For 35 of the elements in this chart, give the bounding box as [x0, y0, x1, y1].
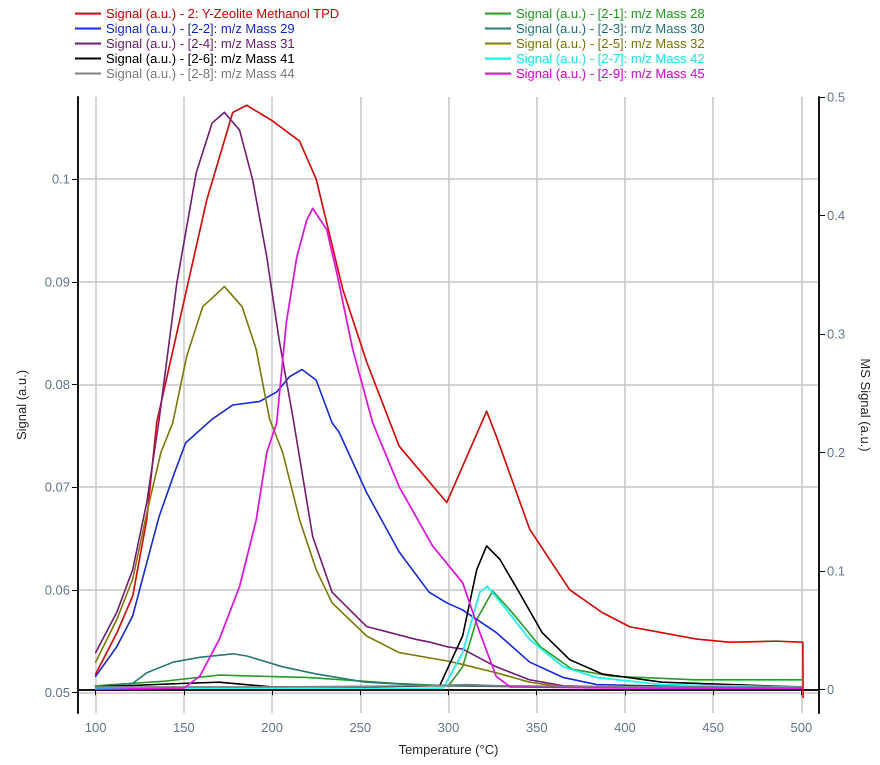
y-tick-label: 0.05 [44, 684, 70, 700]
x-tick-label: 300 [438, 720, 460, 735]
x-tick-label: 150 [173, 720, 195, 735]
y-tick-label: 0.09 [44, 274, 70, 290]
y2-tick-label: 0.1 [827, 563, 846, 578]
y-tick-label: 0.1 [52, 172, 70, 187]
legend-label: Signal (a.u.) - 2: Y-Zeolite Methanol TPD [106, 6, 340, 21]
y-tick-label: 0.06 [44, 582, 70, 598]
x-tick-label: 350 [526, 720, 548, 735]
legend-label: Signal (a.u.) - [2-7]: m/z Mass 42 [516, 51, 705, 66]
x-tick-label: 500 [790, 720, 812, 735]
legend-label: Signal (a.u.) - [2-4]: m/z Mass 31 [106, 36, 295, 51]
legend-label: Signal (a.u.) - [2-6]: m/z Mass 41 [106, 51, 295, 66]
y-tick-label: 0.08 [44, 376, 70, 392]
y2-axis-title: MS Signal (a.u.) [858, 358, 873, 452]
x-tick-label: 200 [261, 720, 283, 735]
y2-tick-label: 0 [827, 682, 834, 697]
y2-tick-label: 0.5 [827, 90, 846, 104]
legend-label: Signal (a.u.) - [2-1]: m/z Mass 28 [516, 6, 705, 21]
x-tick-label: 400 [614, 720, 636, 735]
x-tick-label: 250 [349, 720, 372, 735]
x-axis-title: Temperature (°C) [398, 742, 498, 757]
y-tick-label: 0.07 [44, 480, 70, 495]
x-tick-label: 100 [84, 720, 106, 735]
line-series [94, 208, 802, 690]
legend-label: Signal (a.u.) - [2-2]: m/z Mass 29 [106, 21, 295, 36]
y2-tick-label: 0.4 [827, 208, 846, 223]
y2-tick-label: 0.3 [827, 326, 846, 342]
legend-label: Signal (a.u.) - [2-8]: m/z Mass 44 [106, 66, 295, 81]
y-axis-title: Signal (a.u.) [14, 370, 29, 440]
legend-label: Signal (a.u.) - [2-3]: m/z Mass 30 [516, 21, 705, 36]
x-tick-label: 450 [702, 720, 724, 735]
y2-tick-label: 0.2 [827, 444, 846, 460]
legend-label: Signal (a.u.) - [2-5]: m/z Mass 32 [516, 36, 705, 51]
legend-label: Signal (a.u.) - [2-9]: m/z Mass 45 [516, 66, 705, 81]
